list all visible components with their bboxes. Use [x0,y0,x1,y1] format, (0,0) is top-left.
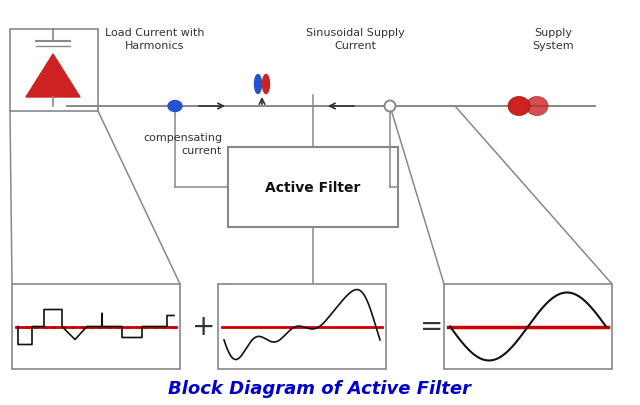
Text: Active Filter: Active Filter [266,181,361,194]
Bar [12,284,180,369]
Bar [228,148,398,228]
Text: Supply
System: Supply System [532,28,574,51]
Polygon shape [26,55,80,98]
Text: Load Current with
Harmonics: Load Current with Harmonics [105,28,205,51]
Ellipse shape [262,75,269,94]
Ellipse shape [255,75,262,94]
Text: Block Diagram of Active Filter: Block Diagram of Active Filter [168,379,472,397]
Text: =: = [420,312,444,340]
Ellipse shape [168,101,182,112]
Ellipse shape [508,97,530,116]
Ellipse shape [526,97,548,116]
Text: compensating
current: compensating current [143,133,222,156]
Bar [444,284,612,369]
Bar [10,30,98,112]
Text: Sinusoidal Supply
Current: Sinusoidal Supply Current [306,28,404,51]
Text: +: + [192,312,216,340]
Bar [218,284,386,369]
Ellipse shape [385,101,396,112]
